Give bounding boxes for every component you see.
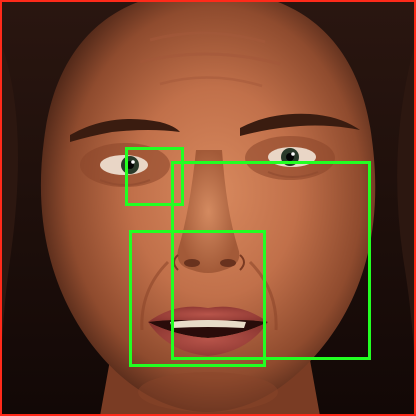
lower-lip	[148, 322, 268, 356]
nose	[177, 150, 240, 273]
upper-lip	[148, 306, 268, 322]
right-eyebrow	[240, 113, 360, 136]
left-eyebrow	[70, 118, 180, 142]
